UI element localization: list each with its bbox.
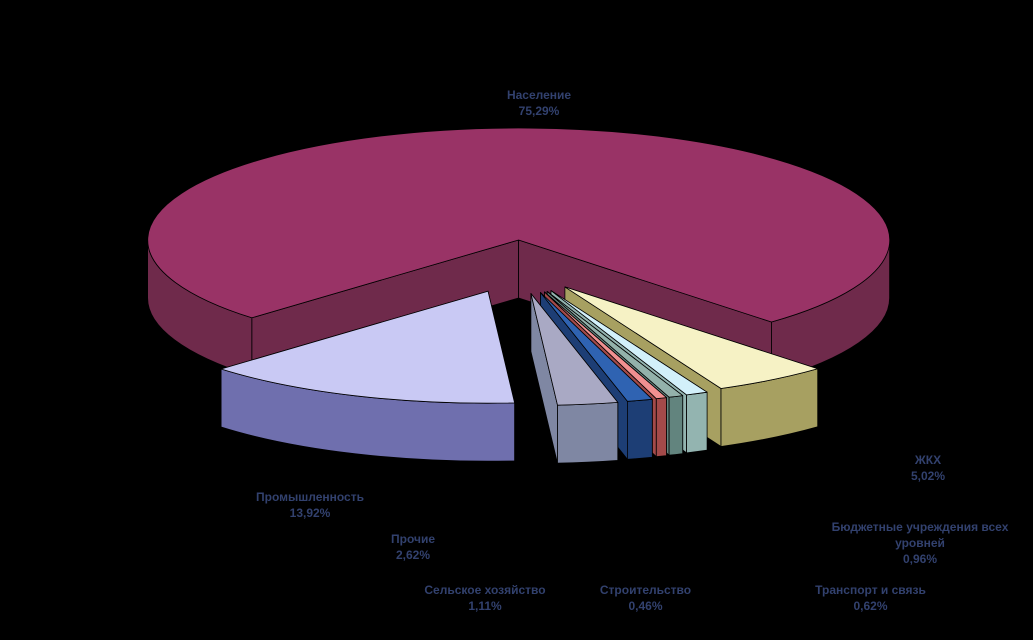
slice-label-prochie: Прочие 2,62%	[348, 531, 478, 563]
pie-slice-face	[627, 398, 653, 460]
slice-percent: 2,62%	[395, 548, 431, 562]
slice-percent: 5,02%	[910, 469, 946, 483]
pie-slice-face	[655, 397, 667, 458]
slice-name: Прочие	[390, 532, 435, 546]
slice-percent: 13,92%	[289, 506, 331, 520]
slice-name: Население	[506, 88, 572, 102]
pie-slice-face	[147, 127, 891, 323]
pie-slice-face	[540, 292, 653, 402]
pie-slice-face	[686, 391, 708, 454]
slice-label-zhkh: ЖКХ 5,02%	[890, 452, 966, 484]
slice-name: Транспорт и связь	[815, 583, 926, 597]
slice-name: Бюджетные учреждения всех уровней	[831, 520, 1009, 550]
pie-slice-face	[564, 286, 819, 389]
slice-name: Строительство	[599, 583, 692, 597]
slice-percent: 0,46%	[628, 599, 663, 613]
slice-percent: 1,11%	[468, 599, 502, 613]
slice-label-naselenie: Население 75,29%	[449, 87, 629, 119]
pie-slice-face	[668, 395, 684, 456]
slice-label-transport-i-svyaz: Транспорт и связь 0,62%	[788, 582, 953, 614]
slice-label-promyshlennost: Промышленность 13,92%	[225, 489, 395, 521]
slice-name: ЖКХ	[914, 453, 942, 467]
pie-slice-face	[530, 293, 619, 406]
slice-label-selskoe-hozyaystvo: Сельское хозяйство 1,11%	[400, 582, 570, 614]
pie-slice-face	[550, 290, 708, 396]
slice-percent: 75,29%	[518, 104, 560, 118]
pie-slice-face	[220, 290, 515, 404]
pie-slice-face	[546, 291, 684, 398]
pie-slice-face	[557, 402, 619, 464]
slice-percent: 0,62%	[853, 599, 888, 613]
slice-name: Сельское хозяйство	[424, 583, 546, 597]
slice-name: Промышленность	[256, 490, 364, 504]
pie-slice-face	[544, 291, 667, 400]
slice-label-stroitelstvo: Строительство 0,46%	[563, 582, 728, 614]
slice-label-byudzhetnye-uchrezhdeniya: Бюджетные учреждения всех уровней 0,96%	[820, 519, 1020, 567]
slice-percent: 0,96%	[902, 552, 938, 566]
